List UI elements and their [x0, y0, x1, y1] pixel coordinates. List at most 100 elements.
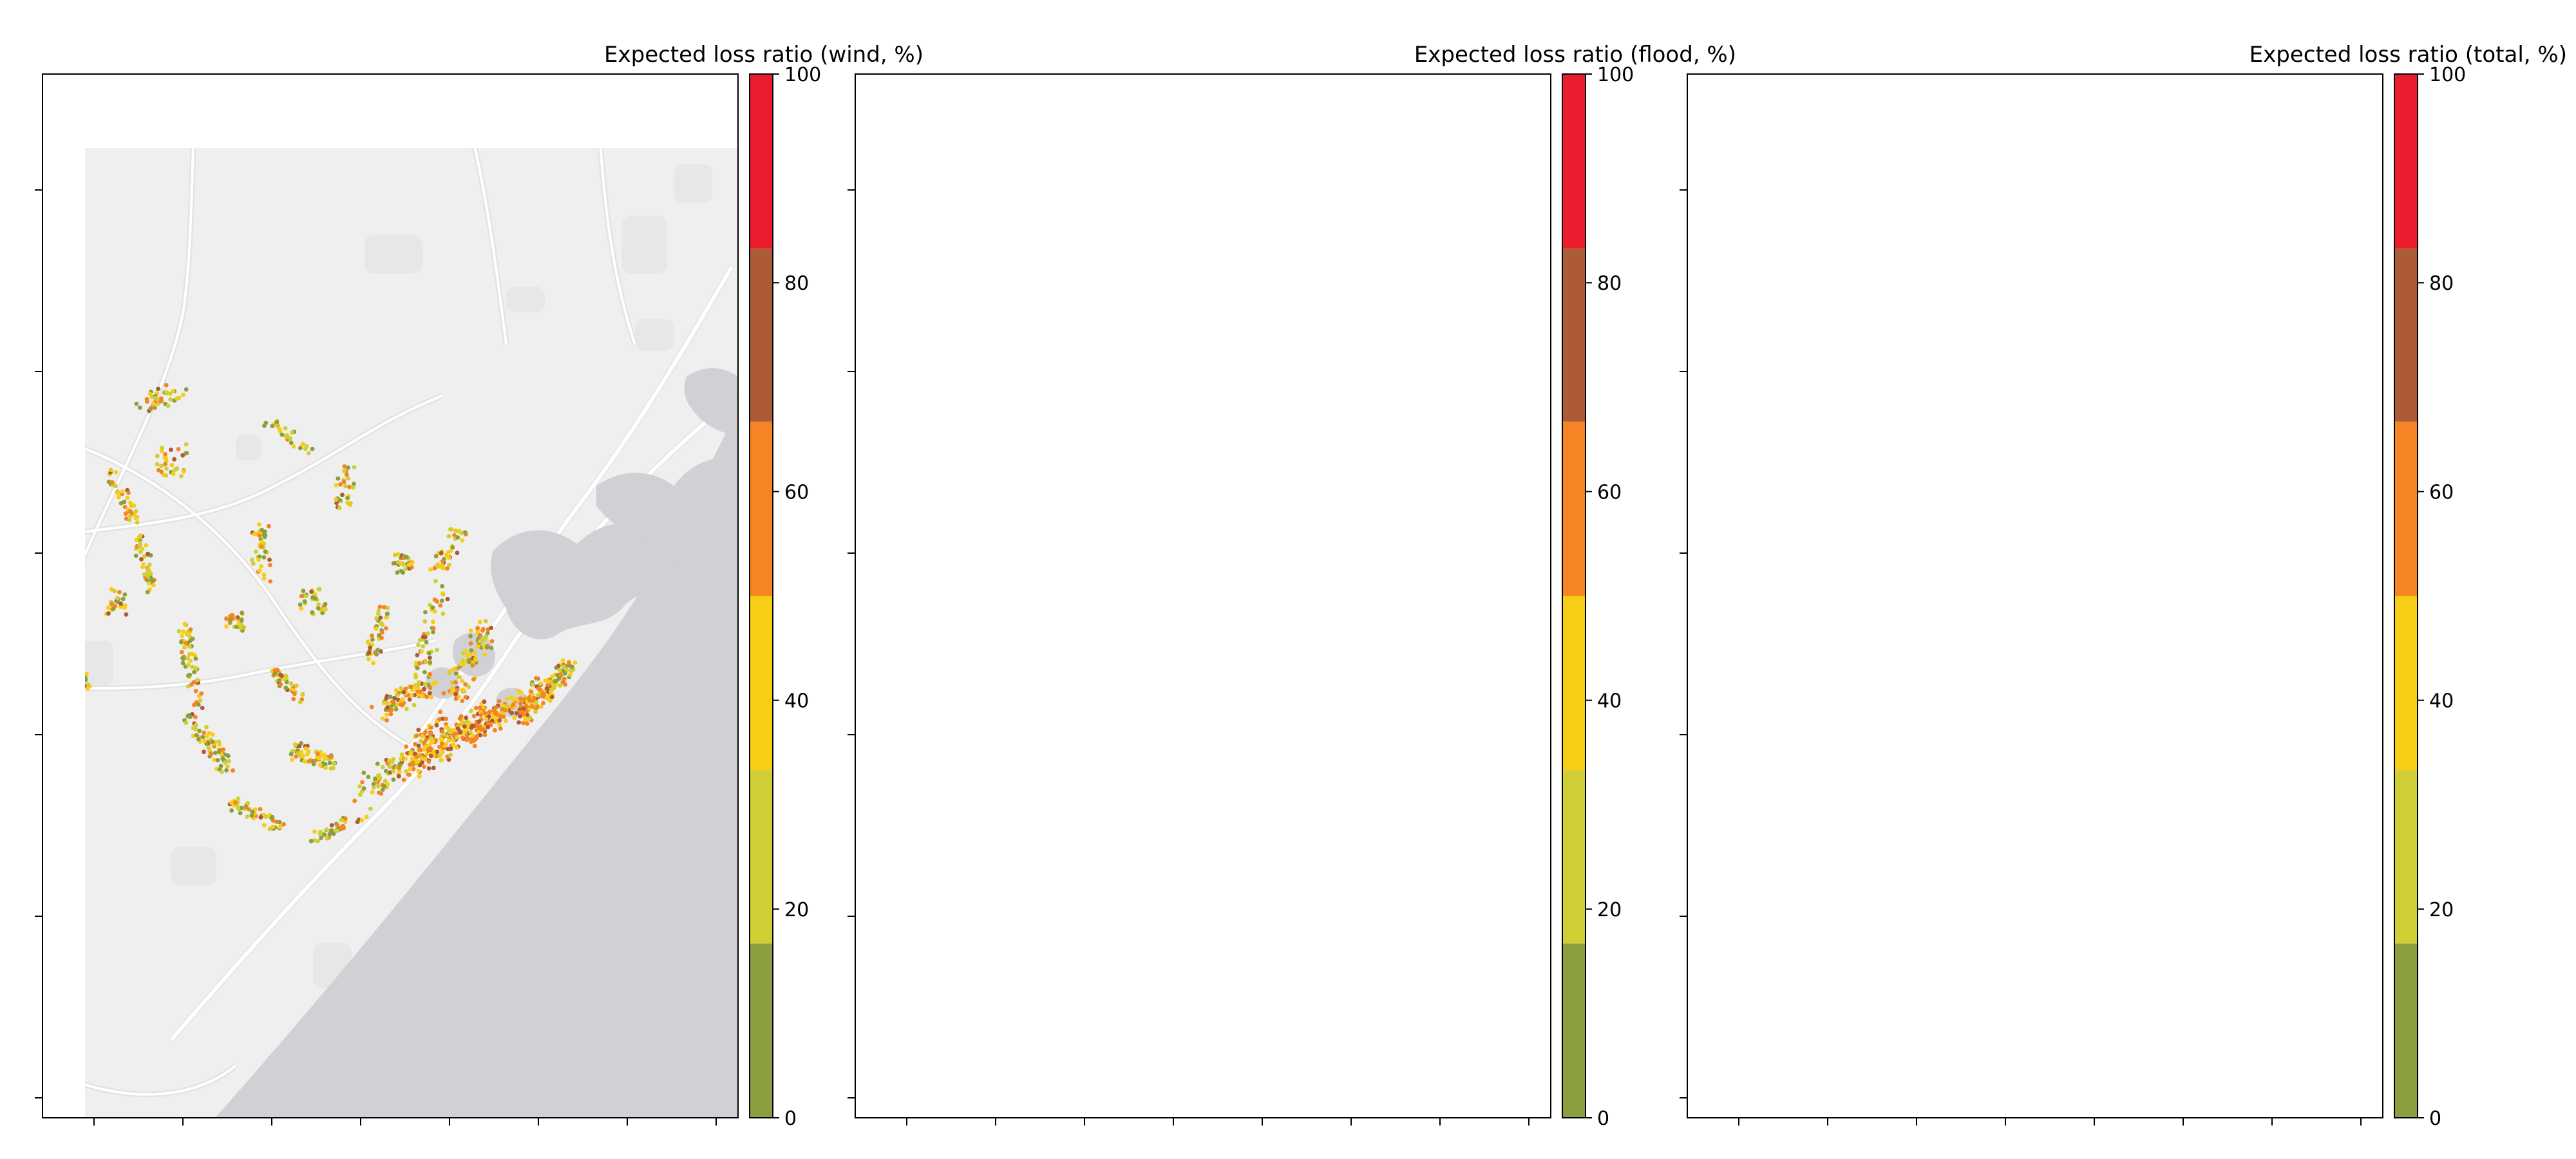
loss-point	[2094, 730, 2099, 735]
loss-point	[1909, 551, 1914, 555]
loss-point	[1826, 469, 1831, 474]
loss-point	[945, 513, 949, 517]
loss-point	[2179, 697, 2183, 702]
loss-point	[440, 591, 445, 596]
loss-point	[2031, 771, 2036, 776]
loss-point	[284, 433, 289, 438]
loss-point	[1888, 805, 1893, 809]
loss-point	[290, 757, 294, 762]
loss-point	[278, 683, 283, 687]
loss-point	[44, 469, 48, 473]
loss-point	[1694, 474, 1699, 478]
loss-point	[518, 690, 523, 695]
loss-point	[922, 607, 927, 612]
loss-point	[409, 684, 413, 689]
loss-point	[1368, 673, 1372, 677]
loss-point	[1273, 659, 1278, 663]
loss-point	[1144, 761, 1149, 766]
map-frame	[1687, 74, 2383, 1118]
loss-point	[2067, 619, 2072, 624]
loss-point	[1374, 663, 1379, 667]
loss-point	[986, 467, 990, 472]
loss-point	[384, 626, 388, 630]
loss-point	[441, 612, 446, 616]
loss-point	[328, 760, 332, 765]
loss-point	[1263, 686, 1267, 691]
loss-point	[981, 448, 986, 452]
loss-point	[2167, 706, 2172, 711]
loss-point	[1007, 723, 1011, 728]
loss-point	[1191, 621, 1196, 625]
loss-point	[2057, 693, 2061, 697]
loss-point	[292, 692, 297, 696]
loss-point	[538, 681, 543, 686]
loss-point	[2125, 637, 2130, 642]
loss-point	[1088, 679, 1092, 684]
loss-point	[1291, 639, 1296, 644]
loss-point	[1225, 755, 1229, 760]
loss-point	[1964, 608, 1968, 612]
loss-point	[386, 702, 390, 706]
loss-point	[1690, 467, 1695, 472]
loss-point	[2054, 749, 2059, 753]
loss-point	[2056, 767, 2061, 771]
loss-point	[515, 711, 519, 715]
loss-point	[1207, 688, 1211, 693]
loss-point	[1158, 501, 1162, 505]
loss-point	[1690, 467, 1695, 471]
panel-title: Expected loss ratio (wind, %)	[604, 42, 923, 68]
loss-point	[1264, 728, 1269, 732]
loss-point	[1300, 710, 1305, 715]
loss-point	[921, 470, 925, 475]
loss-point	[1189, 608, 1194, 613]
loss-point	[1230, 661, 1235, 666]
loss-point	[1191, 616, 1196, 620]
loss-point	[1997, 465, 2002, 469]
loss-point	[2021, 779, 2025, 784]
loss-point	[1825, 453, 1830, 458]
loss-point	[1988, 816, 1993, 821]
loss-point	[1912, 813, 1917, 818]
loss-point	[1253, 563, 1258, 568]
loss-point	[1291, 724, 1296, 728]
loss-point	[1206, 764, 1210, 769]
loss-point	[2036, 757, 2040, 762]
loss-point	[939, 509, 943, 514]
loss-point	[268, 580, 272, 584]
loss-point	[1240, 749, 1244, 754]
loss-point	[361, 771, 366, 775]
loss-point	[1803, 399, 1807, 404]
loss-point	[1363, 679, 1367, 684]
loss-point	[1833, 659, 1838, 663]
loss-point	[1839, 657, 1843, 661]
loss-point	[1359, 684, 1364, 689]
loss-point	[1973, 760, 1977, 765]
loss-point	[2202, 673, 2206, 677]
loss-point	[1013, 706, 1018, 710]
loss-point	[1862, 748, 1867, 753]
loss-point	[2104, 718, 2108, 722]
loss-point	[1211, 700, 1216, 704]
loss-point	[1934, 752, 1938, 757]
loss-point	[1952, 759, 1956, 764]
loss-point	[1220, 560, 1225, 565]
loss-point	[2089, 734, 2094, 739]
loss-point	[1839, 681, 1844, 686]
loss-point	[1094, 822, 1099, 827]
loss-point	[117, 590, 122, 594]
loss-point	[2132, 715, 2136, 719]
loss-point	[70, 668, 75, 673]
loss-point	[1269, 726, 1273, 731]
loss-point	[976, 452, 980, 457]
loss-point	[1125, 829, 1130, 834]
loss-point	[44, 469, 48, 474]
loss-point	[997, 641, 1001, 645]
loss-point	[2060, 666, 2065, 670]
loss-point	[209, 752, 213, 757]
loss-point	[1294, 728, 1299, 732]
loss-point	[1123, 597, 1128, 601]
loss-point	[1240, 747, 1244, 751]
loss-point	[1074, 813, 1079, 817]
loss-point	[1291, 633, 1295, 637]
loss-point	[1255, 734, 1260, 739]
